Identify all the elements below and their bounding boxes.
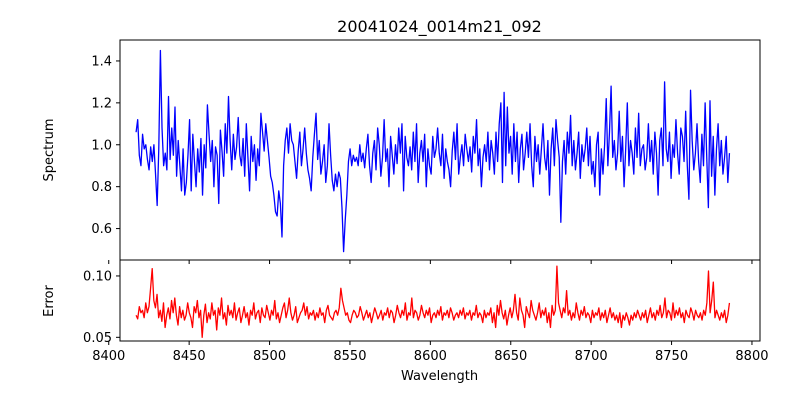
error-y-tick-label: 0.10	[83, 269, 112, 284]
error-plot-frame	[119, 259, 761, 342]
error-y-tick-label: 0.05	[83, 331, 112, 346]
error-x-tick-label: 8450	[173, 349, 206, 364]
spectrum-y-tick-label: 1.4	[91, 54, 112, 69]
error-x-tick-label: 8650	[494, 349, 527, 364]
spectrum-y-tick-label: 1.0	[91, 138, 112, 153]
error-series-line	[135, 265, 731, 338]
spectrum-y-axis-label: Spectrum	[42, 119, 57, 182]
error-panel: 8400 8450 8500 8550 8600 8650 8700 8750 8800 0.05…	[83, 259, 769, 364]
error-x-tick-label: 8700	[575, 349, 608, 364]
error-x-tick-label: 8750	[655, 349, 688, 364]
error-x-tick-label: 8800	[735, 349, 768, 364]
error-x-tick-label: 8400	[92, 349, 125, 364]
error-x-tick-label: 8600	[414, 349, 447, 364]
error-x-tick-label: 8550	[333, 349, 366, 364]
spectrum-y-tick-label: 1.2	[91, 96, 112, 111]
error-y-axis-label: Error	[42, 285, 57, 317]
chart-title: 20041024_0014m21_092	[337, 17, 542, 37]
x-axis-label: Wavelength	[401, 369, 478, 384]
spectrum-y-tick-label: 0.8	[91, 180, 112, 195]
spectrum-panel: 0.6 0.8 1.0 1.2 1.4	[91, 39, 761, 264]
spectrum-y-tick-label: 0.6	[91, 222, 112, 237]
spectrum-series-line	[135, 49, 731, 253]
error-x-tick-label: 8500	[253, 349, 286, 364]
